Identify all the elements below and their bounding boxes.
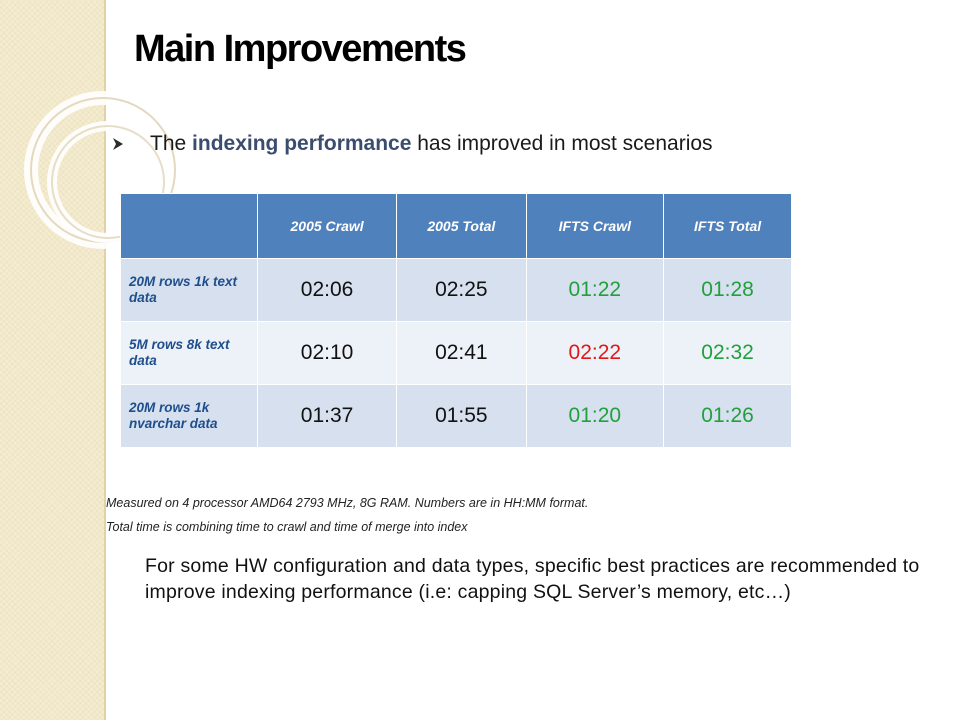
- table-cell: 01:20: [526, 385, 664, 447]
- table-cell: 02:22: [526, 322, 664, 384]
- bullet-suffix: has improved in most scenarios: [411, 132, 713, 155]
- bullet-point: The indexing performance has improved in…: [112, 132, 932, 156]
- decorative-circles: [24, 91, 182, 249]
- side-band-divider: [104, 0, 106, 720]
- best-practices-paragraph: For some HW configuration and data types…: [145, 555, 920, 603]
- table-row: 20M rows 1k text data 02:06 02:25 01:22 …: [121, 259, 791, 321]
- bullet-prefix: The: [150, 132, 193, 155]
- bullet-text: The indexing performance has improved in…: [150, 132, 713, 156]
- arrow-bullet-icon: [112, 137, 150, 151]
- bullet-highlight: indexing performance: [192, 132, 412, 155]
- table-cell: 01:28: [664, 259, 791, 321]
- table-row: 20M rows 1k nvarchar data 01:37 01:55 01…: [121, 385, 791, 447]
- table-cell: 02:41: [397, 322, 526, 384]
- total-time-note: Total time is combining time to crawl an…: [106, 520, 468, 534]
- header-cell: IFTS Crawl: [526, 194, 664, 258]
- table-cell: 01:55: [397, 385, 526, 447]
- table-cell: 01:26: [664, 385, 791, 447]
- table-row: 5M rows 8k text data 02:10 02:41 02:22 0…: [121, 322, 791, 384]
- header-cell: 2005 Crawl: [258, 194, 397, 258]
- row-label: 5M rows 8k text data: [121, 322, 257, 384]
- header-cell: 2005 Total: [397, 194, 526, 258]
- table-cell: 02:25: [397, 259, 526, 321]
- header-cell: IFTS Total: [664, 194, 791, 258]
- performance-table: 2005 Crawl 2005 Total IFTS Crawl IFTS To…: [120, 193, 792, 448]
- table-cell: 02:06: [258, 259, 397, 321]
- measurement-note: Measured on 4 processor AMD64 2793 MHz, …: [106, 496, 589, 510]
- table-cell: 01:22: [526, 259, 664, 321]
- header-cell: [121, 194, 257, 258]
- table-cell: 01:37: [258, 385, 397, 447]
- page-title: Main Improvements: [134, 28, 467, 70]
- table-cell: 02:32: [664, 322, 791, 384]
- table-header-row: 2005 Crawl 2005 Total IFTS Crawl IFTS To…: [121, 194, 791, 258]
- row-label: 20M rows 1k text data: [121, 259, 257, 321]
- table-cell: 02:10: [258, 322, 397, 384]
- row-label: 20M rows 1k nvarchar data: [121, 385, 257, 447]
